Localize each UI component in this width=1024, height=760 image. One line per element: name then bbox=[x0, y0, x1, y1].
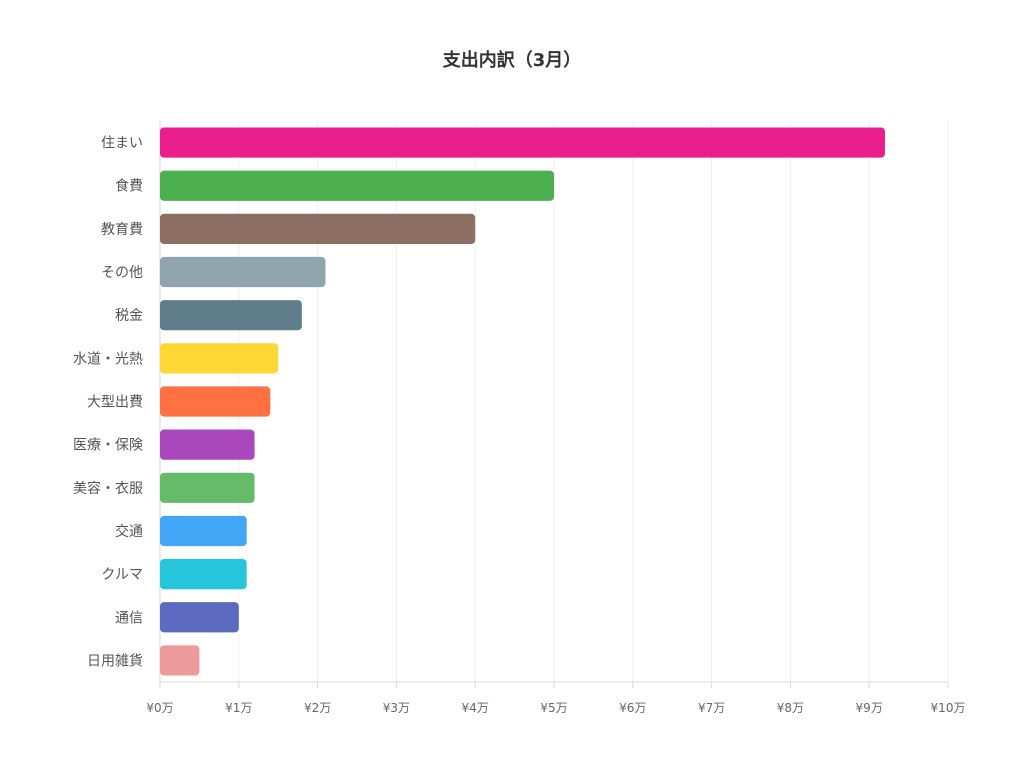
x-axis-labels: ¥0万 ¥1万 ¥2万 ¥3万 ¥4万 ¥5万 ¥6万 ¥7万 ¥8万 ¥9万 ¥10万 bbox=[146, 701, 965, 715]
y-tick-label: 大型出費 bbox=[87, 395, 143, 411]
chart-bar bbox=[160, 645, 200, 676]
y-tick-label: 水道・光熱 bbox=[73, 351, 143, 367]
x-tick-label: ¥1万 bbox=[225, 701, 252, 715]
y-tick-label: 美容・衣服 bbox=[73, 480, 143, 497]
x-tick-label: ¥6万 bbox=[619, 701, 646, 715]
chart-bar bbox=[160, 602, 239, 633]
x-tick-label: ¥3万 bbox=[383, 701, 410, 715]
y-tick-label: 住まい bbox=[101, 136, 143, 152]
chart-title: 支出内訳（3月） bbox=[442, 49, 582, 71]
chart-bar bbox=[160, 300, 302, 331]
chart-bar bbox=[160, 472, 255, 503]
y-tick-label: 日用雑貨 bbox=[87, 652, 143, 669]
y-tick-label: 医療・保険 bbox=[73, 437, 143, 454]
bars bbox=[160, 127, 885, 676]
y-tick-label: 通信 bbox=[115, 610, 143, 626]
x-tick-label: ¥2万 bbox=[304, 701, 331, 715]
x-tick-label: ¥9万 bbox=[856, 701, 883, 715]
y-tick-label: その他 bbox=[101, 265, 143, 281]
x-tick-label: ¥10万 bbox=[931, 701, 966, 715]
category-labels: 住まい食費教育費その他税金水道・光熱大型出費医療・保険美容・衣服交通クルマ通信日… bbox=[73, 136, 143, 670]
x-tick-label: ¥7万 bbox=[698, 701, 725, 715]
x-tick-label: ¥5万 bbox=[540, 701, 567, 715]
y-tick-label: 教育費 bbox=[101, 222, 143, 238]
chart-bar bbox=[160, 515, 247, 547]
chart-bar bbox=[160, 429, 255, 460]
y-tick-label: 交通 bbox=[115, 523, 143, 540]
x-tick-label: ¥0万 bbox=[146, 701, 173, 715]
chart-bar bbox=[160, 256, 326, 288]
y-tick-label: 食費 bbox=[115, 178, 143, 195]
chart-bar bbox=[160, 170, 554, 201]
chart-bar bbox=[160, 213, 476, 244]
chart-bar bbox=[160, 127, 885, 158]
x-tick-label: ¥4万 bbox=[462, 701, 489, 715]
x-tick-label: ¥8万 bbox=[777, 701, 804, 715]
y-tick-label: 税金 bbox=[115, 308, 143, 324]
grid bbox=[159, 121, 949, 688]
y-tick-label: クルマ bbox=[101, 567, 143, 583]
chart-bar bbox=[160, 386, 271, 417]
chart-bar bbox=[160, 343, 279, 374]
chart-bar bbox=[160, 559, 247, 590]
